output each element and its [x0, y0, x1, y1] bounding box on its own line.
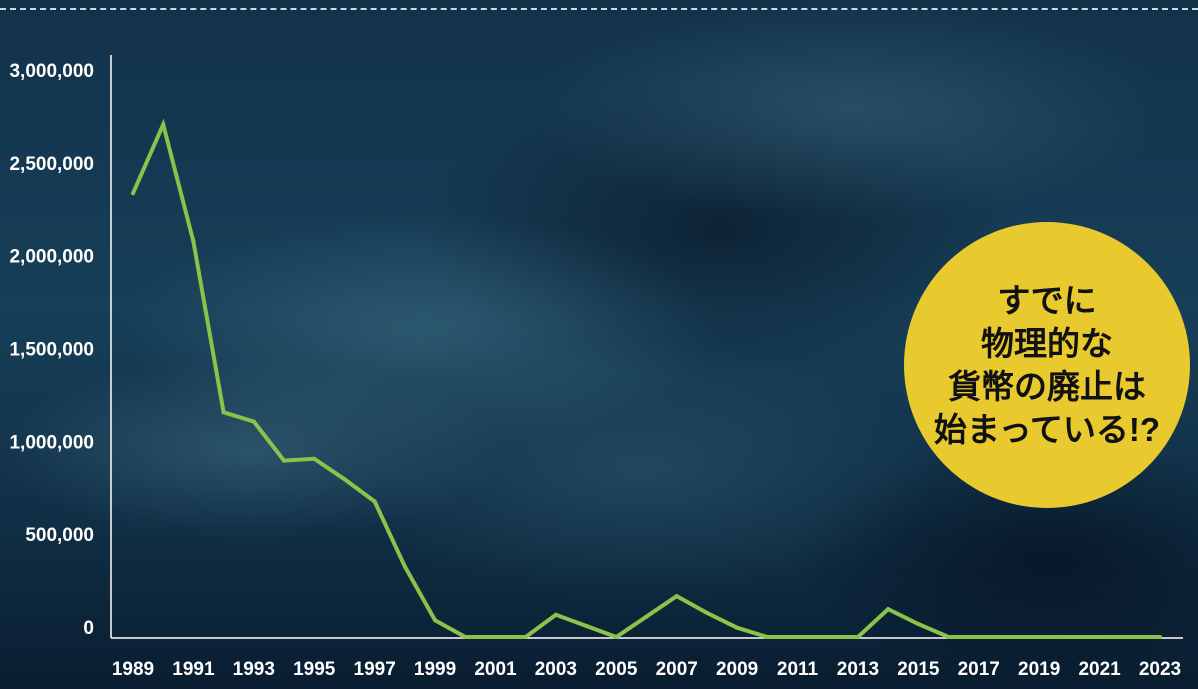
x-tick-label: 1997	[354, 659, 396, 680]
data-point	[976, 635, 981, 639]
data-point	[584, 623, 589, 628]
data-point	[825, 635, 830, 639]
x-tick-label: 2011	[777, 659, 819, 680]
y-tick-label: 1,000,000	[9, 432, 94, 453]
x-tick-label: 1993	[233, 659, 275, 680]
data-point	[886, 607, 891, 612]
data-point	[282, 458, 287, 463]
data-point	[1067, 635, 1072, 639]
y-tick-label: 500,000	[25, 525, 94, 546]
data-point	[553, 612, 558, 617]
data-point	[523, 635, 528, 639]
y-tick-label: 3,000,000	[9, 61, 94, 82]
data-point	[735, 625, 740, 630]
x-tick-label: 2005	[595, 659, 638, 680]
data-point	[131, 191, 135, 196]
data-point	[795, 635, 800, 639]
badge-line: 始まっている!?	[933, 411, 1161, 448]
badge-line: すでに	[997, 282, 1097, 319]
y-tick-label: 2,500,000	[9, 154, 94, 175]
badge-line: 物理的な	[981, 325, 1113, 362]
x-tick-label: 2009	[716, 659, 758, 680]
x-tick-label: 2001	[474, 659, 517, 680]
data-point	[342, 477, 347, 482]
x-tick-label: 1989	[112, 659, 154, 680]
data-point	[463, 635, 468, 639]
x-tick-label: 2017	[958, 659, 1000, 680]
data-point	[1097, 635, 1102, 639]
data-point	[765, 635, 770, 639]
y-tick-label: 2,000,000	[9, 247, 94, 268]
data-point	[1037, 635, 1042, 639]
x-tick-label: 2013	[837, 659, 879, 680]
data-point	[251, 419, 256, 424]
callout-badge: すでに 物理的な 貨幣の廃止は 始まっている!?	[904, 222, 1190, 508]
top-dashed-divider	[0, 8, 1198, 10]
data-point	[1006, 635, 1011, 639]
x-tick-label: 2021	[1078, 659, 1121, 680]
data-point	[644, 614, 649, 619]
data-point	[372, 499, 377, 504]
x-tick-label: 2003	[535, 659, 577, 680]
data-point	[433, 618, 438, 623]
y-tick-label: 0	[83, 618, 94, 639]
data-point	[161, 122, 166, 127]
x-tick-label: 1991	[172, 659, 215, 680]
data-point	[704, 610, 709, 615]
data-point	[614, 635, 619, 639]
x-tick-label: 2015	[897, 659, 940, 680]
data-point	[493, 635, 498, 639]
x-tick-label: 1999	[414, 659, 456, 680]
data-point	[312, 456, 317, 461]
data-point	[674, 594, 679, 599]
data-point	[191, 239, 196, 244]
badge-line: 貨幣の廃止は	[948, 368, 1146, 405]
data-point	[402, 564, 407, 569]
x-tick-label: 1995	[293, 659, 336, 680]
data-point	[1127, 635, 1132, 639]
x-tick-label: 2007	[656, 659, 698, 680]
data-point	[946, 635, 951, 639]
data-point	[221, 410, 226, 415]
x-tick-label: 2023	[1139, 659, 1181, 680]
data-point	[1158, 635, 1162, 639]
data-point	[916, 622, 921, 627]
data-point	[855, 635, 860, 639]
x-tick-label: 2019	[1018, 659, 1060, 680]
y-tick-label: 1,500,000	[9, 340, 94, 361]
